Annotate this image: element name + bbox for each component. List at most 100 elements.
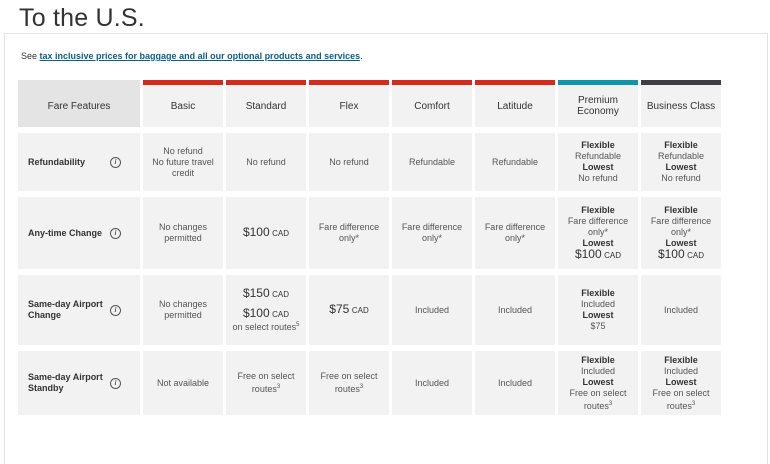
row-label-refundability: Refundability i [18, 133, 140, 191]
select-routes-text: Free on select routes [320, 371, 378, 394]
intro-suffix: . [360, 51, 363, 61]
cell-flex-change: Fare difference only* [309, 197, 389, 269]
cell-flex-standby: Free on select routes3 [309, 351, 389, 415]
header-business-class: Business Class [641, 80, 721, 127]
price: $75 [329, 302, 350, 316]
row-label-text: Refundability [28, 156, 86, 167]
flexible-value: Fare difference only* [650, 216, 712, 237]
cell-comfort-sameday: Included [392, 275, 472, 345]
footnote: 3 [359, 384, 364, 390]
row-label-sameday-change: Same-day Airport Change i [18, 275, 140, 345]
flexible-value: Refundable [574, 151, 622, 161]
currency: CAD [272, 229, 290, 238]
select-routes-note: on select routes [232, 321, 297, 332]
header-comfort: Comfort [392, 80, 472, 127]
cell-latitude-refund: Refundable [475, 133, 555, 191]
flexible-value: Refundable [657, 151, 705, 161]
cell-standard-standby: Free on select routes3 [226, 351, 306, 415]
flexible-value: Included [580, 299, 616, 309]
currency: CAD [272, 309, 290, 319]
lowest-value: $75 [590, 321, 606, 331]
flexible-label: Flexible [581, 140, 615, 150]
cell-pe-sameday: Flexible Included Lowest $75 [558, 275, 638, 345]
flexible-label: Flexible [581, 205, 615, 215]
tax-prices-link[interactable]: tax inclusive prices for baggage and all… [39, 51, 361, 61]
cell-standard-sameday: $150 CAD $100 CAD on select routes5 [226, 275, 306, 345]
basic-refund-line1: No refund [163, 145, 203, 156]
cell-flex-refund: No refund [309, 133, 389, 191]
cell-bc-standby: Flexible Included Lowest Free on select … [641, 351, 721, 415]
flexible-label: Flexible [581, 354, 615, 365]
flexible-label: Flexible [581, 288, 615, 298]
lowest-label: Lowest [665, 376, 697, 387]
cell-comfort-refund: Refundable [392, 133, 472, 191]
currency: CAD [687, 251, 705, 260]
lowest-value: Free on select routes [569, 387, 627, 411]
lowest-label: Lowest [582, 376, 614, 387]
table-row: Any-time Change i No changes permitted $1… [18, 197, 721, 269]
row-label-text: Same-day Airport Change [28, 299, 103, 320]
header-basic: Basic [143, 80, 223, 127]
currency: CAD [604, 251, 622, 260]
fare-comparison-table: Fare Features Basic Standard Flex Comfor… [15, 74, 724, 421]
flexible-value: Included [580, 365, 616, 376]
intro-text: See tax inclusive prices for baggage and… [21, 51, 363, 61]
flexible-value: Included [663, 365, 699, 376]
price: $100 [242, 305, 270, 320]
flexible-label: Flexible [664, 354, 698, 365]
footnote: 5 [296, 321, 300, 328]
header-fare-features: Fare Features [18, 80, 140, 127]
cell-bc-sameday: Included [641, 275, 721, 345]
info-icon[interactable]: i [110, 227, 121, 239]
cell-basic-sameday: No changes permitted [143, 275, 223, 345]
info-icon[interactable]: i [110, 377, 121, 389]
row-label-text: Same-day Airport Standby [28, 372, 103, 393]
basic-refund-line2: No future travel credit [152, 156, 214, 178]
cell-basic-change: No changes permitted [143, 197, 223, 269]
cell-comfort-change: Fare difference only* [392, 197, 472, 269]
cell-bc-refund: Flexible Refundable Lowest No refund [641, 133, 721, 191]
table-row: Same-day Airport Standbyi Not available … [18, 351, 721, 415]
cell-standard-change: $100 CAD [226, 197, 306, 269]
info-icon[interactable]: i [110, 304, 121, 316]
cell-standard-refund: No refund [226, 133, 306, 191]
info-icon[interactable]: i [110, 156, 121, 168]
lowest-value: Free on select routes [652, 387, 710, 411]
cell-pe-change: Flexible Fare difference only* Lowest $1… [558, 197, 638, 269]
cell-pe-standby: Flexible Included Lowest Free on select … [558, 351, 638, 415]
header-standard: Standard [226, 80, 306, 127]
price: $100 [657, 247, 685, 261]
table-row: Same-day Airport Change i No changes perm… [18, 275, 721, 345]
lowest-value: No refund [661, 173, 701, 183]
footnote: 3 [276, 384, 281, 390]
footnote: 3 [608, 400, 613, 407]
cell-pe-refund: Flexible Refundable Lowest No refund [558, 133, 638, 191]
price: $100 [574, 247, 602, 261]
currency: CAD [272, 289, 290, 299]
cell-latitude-change: Fare difference only* [475, 197, 555, 269]
cell-latitude-sameday: Included [475, 275, 555, 345]
footnote: 3 [691, 400, 696, 407]
price: $150 [242, 285, 270, 300]
row-label-text: Any-time Change [28, 227, 103, 238]
flexible-label: Flexible [664, 205, 698, 215]
cell-latitude-standby: Included [475, 351, 555, 415]
lowest-label: Lowest [665, 162, 697, 172]
lowest-label: Lowest [582, 310, 614, 320]
cell-flex-sameday: $75 CAD [309, 275, 389, 345]
header-premium-economy: Premium Economy [558, 80, 638, 127]
flexible-value: Fare difference only* [567, 216, 629, 237]
price: $100 [242, 225, 270, 239]
lowest-label: Lowest [582, 238, 614, 248]
cell-basic-refund: No refund No future travel credit [143, 133, 223, 191]
cell-basic-standby: Not available [143, 351, 223, 415]
currency: CAD [351, 306, 369, 315]
header-flex: Flex [309, 80, 389, 127]
row-label-sameday-standby: Same-day Airport Standby i [18, 351, 140, 415]
select-routes-text: Free on select routes [237, 371, 295, 394]
flexible-label: Flexible [664, 140, 698, 150]
header-latitude: Latitude [475, 80, 555, 127]
row-label-anytime-change: Any-time Change i [18, 197, 140, 269]
cell-comfort-standby: Included [392, 351, 472, 415]
lowest-label: Lowest [582, 162, 614, 172]
